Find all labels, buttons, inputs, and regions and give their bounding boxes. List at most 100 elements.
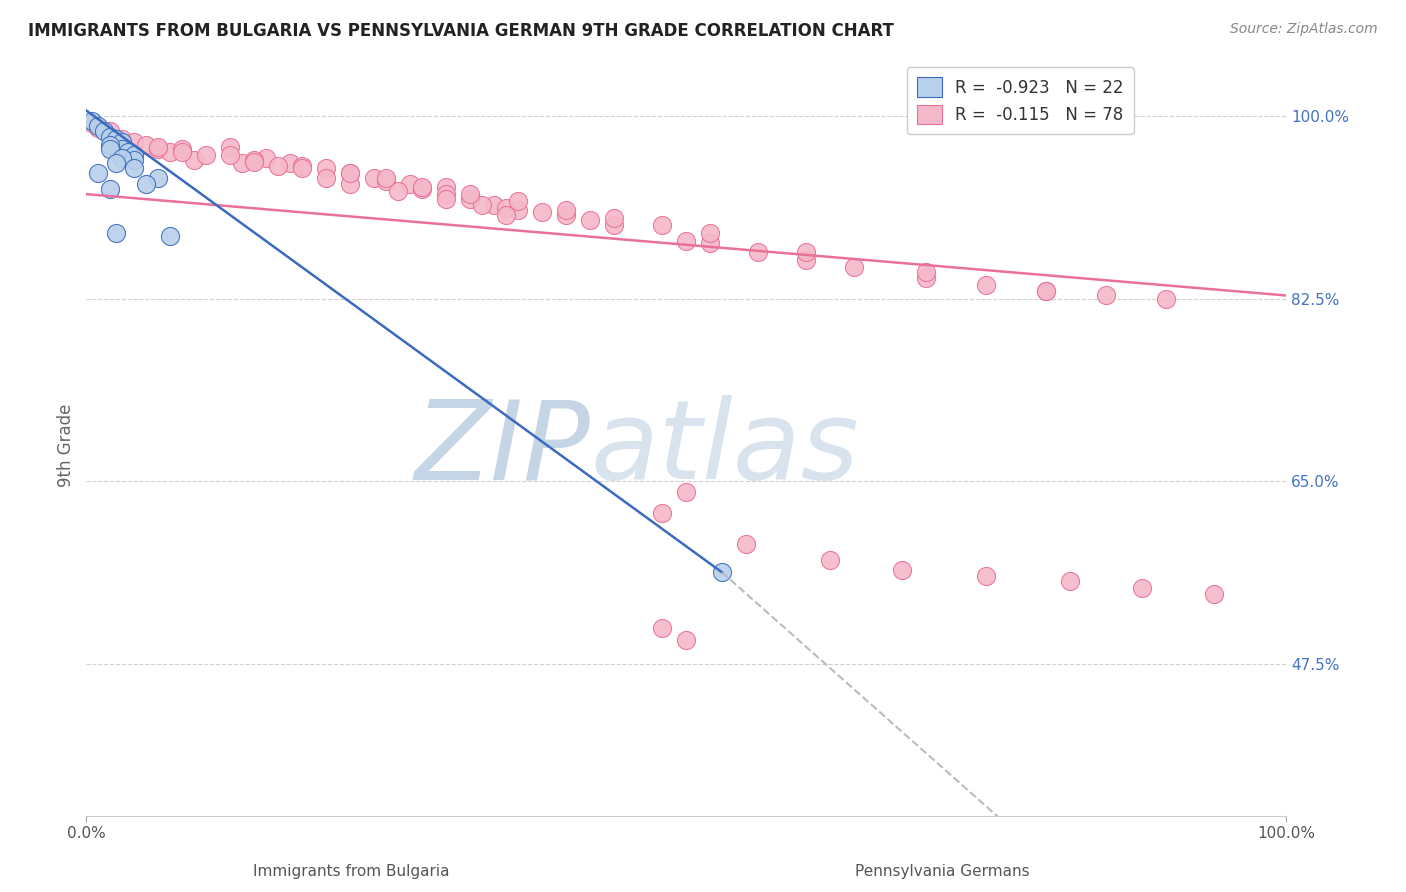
Point bbox=[1202, 587, 1225, 601]
Point bbox=[579, 213, 602, 227]
Point bbox=[794, 244, 817, 259]
Point bbox=[458, 187, 481, 202]
Point bbox=[434, 192, 457, 206]
Point bbox=[675, 633, 697, 648]
Point bbox=[291, 161, 314, 175]
Point bbox=[508, 202, 530, 217]
Point bbox=[1154, 292, 1177, 306]
Point bbox=[195, 148, 218, 162]
Point bbox=[124, 153, 146, 167]
Point bbox=[98, 182, 121, 196]
Point bbox=[375, 171, 398, 186]
Point bbox=[87, 166, 110, 180]
Point bbox=[495, 201, 517, 215]
Point bbox=[1130, 581, 1153, 595]
Point bbox=[915, 265, 938, 279]
Point bbox=[411, 182, 433, 196]
Point bbox=[219, 148, 242, 162]
Point bbox=[915, 270, 938, 285]
Point bbox=[1035, 285, 1057, 299]
Point bbox=[111, 151, 134, 165]
Point bbox=[508, 194, 530, 209]
Point bbox=[651, 219, 673, 233]
Point bbox=[159, 228, 181, 243]
Point bbox=[111, 135, 134, 149]
Point bbox=[172, 142, 194, 156]
Point bbox=[278, 155, 301, 169]
Point bbox=[603, 219, 626, 233]
Point bbox=[651, 506, 673, 520]
Point bbox=[434, 179, 457, 194]
Point bbox=[974, 278, 997, 293]
Point bbox=[531, 205, 554, 219]
Point bbox=[735, 537, 758, 551]
Point bbox=[458, 192, 481, 206]
Point bbox=[243, 153, 266, 167]
Point bbox=[87, 121, 110, 136]
Point bbox=[135, 138, 157, 153]
Point bbox=[267, 159, 290, 173]
Point bbox=[111, 132, 134, 146]
Point bbox=[159, 145, 181, 160]
Point bbox=[699, 236, 721, 251]
Point bbox=[105, 155, 128, 169]
Point bbox=[231, 155, 253, 169]
Point bbox=[375, 173, 398, 187]
Point bbox=[842, 260, 865, 275]
Point bbox=[675, 485, 697, 500]
Point bbox=[315, 161, 337, 175]
Text: atlas: atlas bbox=[591, 395, 859, 502]
Point bbox=[82, 114, 104, 128]
Point bbox=[387, 184, 409, 198]
Text: Immigrants from Bulgaria: Immigrants from Bulgaria bbox=[253, 863, 450, 879]
Point bbox=[818, 553, 841, 567]
Point bbox=[675, 234, 697, 248]
Y-axis label: 9th Grade: 9th Grade bbox=[58, 403, 75, 487]
Point bbox=[254, 151, 277, 165]
Text: Source: ZipAtlas.com: Source: ZipAtlas.com bbox=[1230, 22, 1378, 37]
Point bbox=[98, 124, 121, 138]
Point bbox=[148, 171, 170, 186]
Legend: R =  -0.923   N = 22, R =  -0.115   N = 78: R = -0.923 N = 22, R = -0.115 N = 78 bbox=[907, 68, 1133, 135]
Point bbox=[124, 161, 146, 175]
Point bbox=[105, 132, 128, 146]
Point bbox=[243, 154, 266, 169]
Point bbox=[124, 135, 146, 149]
Point bbox=[98, 142, 121, 156]
Point bbox=[974, 568, 997, 582]
Point bbox=[148, 140, 170, 154]
Point bbox=[482, 197, 505, 211]
Point bbox=[135, 177, 157, 191]
Point bbox=[747, 244, 769, 259]
Point bbox=[124, 148, 146, 162]
Point bbox=[699, 226, 721, 240]
Point bbox=[82, 116, 104, 130]
Point bbox=[363, 171, 385, 186]
Point bbox=[711, 566, 734, 580]
Point bbox=[93, 124, 115, 138]
Point bbox=[105, 226, 128, 240]
Point bbox=[339, 166, 361, 180]
Point bbox=[399, 177, 422, 191]
Point bbox=[794, 252, 817, 267]
Point bbox=[471, 197, 494, 211]
Text: ZIP: ZIP bbox=[415, 395, 591, 502]
Point bbox=[1059, 574, 1081, 588]
Point bbox=[891, 563, 914, 577]
Text: IMMIGRANTS FROM BULGARIA VS PENNSYLVANIA GERMAN 9TH GRADE CORRELATION CHART: IMMIGRANTS FROM BULGARIA VS PENNSYLVANIA… bbox=[28, 22, 894, 40]
Point bbox=[339, 166, 361, 180]
Point bbox=[219, 140, 242, 154]
Point bbox=[111, 142, 134, 156]
Point bbox=[411, 179, 433, 194]
Point bbox=[1095, 288, 1118, 302]
Point bbox=[555, 202, 578, 217]
Point bbox=[183, 153, 205, 167]
Text: Pennsylvania Germans: Pennsylvania Germans bbox=[855, 863, 1029, 879]
Point bbox=[495, 208, 517, 222]
Point bbox=[1035, 285, 1057, 299]
Point bbox=[603, 211, 626, 226]
Point bbox=[117, 145, 139, 160]
Point bbox=[148, 142, 170, 156]
Point bbox=[98, 129, 121, 144]
Point bbox=[434, 187, 457, 202]
